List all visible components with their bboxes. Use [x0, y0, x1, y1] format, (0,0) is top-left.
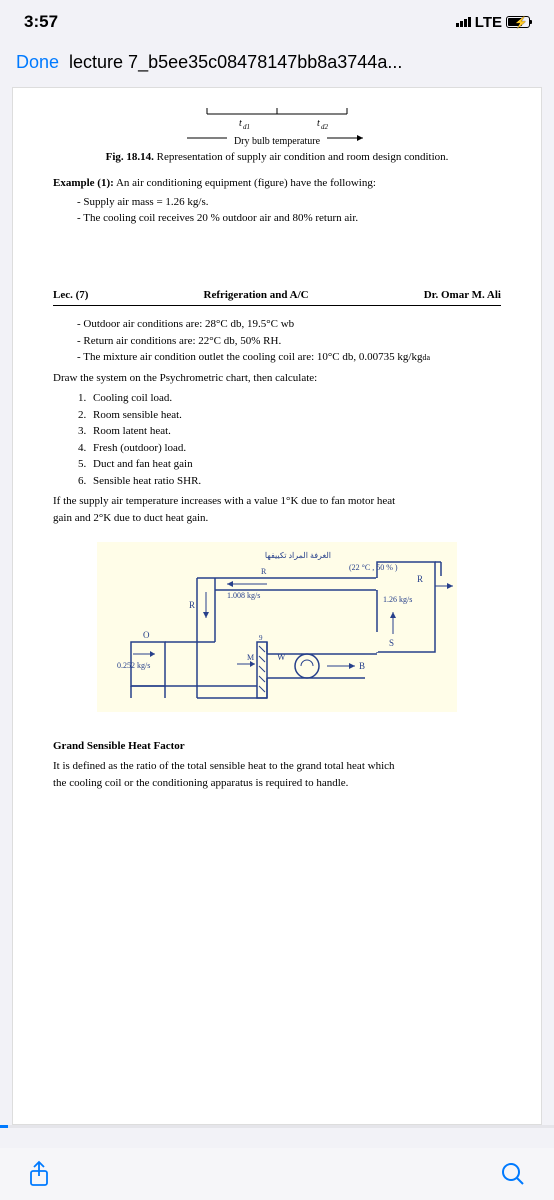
list-item: The cooling coil receives 20 % outdoor a… — [77, 210, 501, 227]
example-rest: An air conditioning equipment (figure) h… — [114, 177, 376, 189]
O-label: O — [143, 630, 150, 640]
list-item: Room latent heat. — [89, 423, 501, 440]
svg-text:B: B — [359, 661, 365, 671]
bottom-toolbar — [0, 1148, 554, 1200]
svg-text:t: t — [239, 118, 242, 129]
O-flow: 0.252 kg/s — [117, 661, 150, 670]
fig-caption: Fig. 18.14. Representation of supply air… — [53, 149, 501, 166]
lec-right: Dr. Omar M. Ali — [424, 287, 501, 304]
schematic-figure: O 0.252 kg/s R R 1.008 kg/s — [53, 542, 501, 718]
list-item: Outdoor air conditions are: 28°C db, 19.… — [77, 316, 501, 333]
axis-label-text: Dry bulb temperature — [53, 134, 501, 149]
calc-list: Cooling coil load. Room sensible heat. R… — [53, 390, 501, 489]
lec-left: Lec. (7) — [53, 287, 88, 304]
svg-text:9: 9 — [259, 634, 263, 642]
schematic-svg: O 0.252 kg/s R R 1.008 kg/s — [97, 542, 457, 712]
example-1-list: Supply air mass = 1.26 kg/s. The cooling… — [53, 194, 501, 227]
status-right: LTE ⚡ — [456, 14, 530, 31]
svg-text:M: M — [247, 653, 254, 662]
list-item: Cooling coil load. — [89, 390, 501, 407]
lecture-header: Lec. (7) Refrigeration and A/C Dr. Omar … — [53, 287, 501, 307]
list-item: Return air conditions are: 22°C db, 50% … — [77, 333, 501, 350]
status-bar: 3:57 LTE ⚡ — [0, 0, 554, 44]
room-arabic: الغرفة المراد تكييفها — [265, 551, 331, 560]
list-item: Duct and fan heat gain — [89, 456, 501, 473]
example-1-head: Example (1): An air conditioning equipme… — [53, 175, 501, 192]
list-item: Fresh (outdoor) load. — [89, 440, 501, 457]
svg-text:R: R — [189, 600, 195, 610]
gshf-heading: Grand Sensible Heat Factor — [53, 738, 501, 755]
R-flow: 1.008 kg/s — [227, 591, 260, 600]
room-cond: (22 °C , 50 % ) — [349, 563, 398, 572]
supply-note-1: If the supply air temperature increases … — [53, 493, 501, 510]
nav-bar: Done lecture 7_b5ee35c08478147bb8a3744a.… — [0, 44, 554, 87]
carrier-label: LTE — [475, 14, 502, 31]
svg-text:R: R — [417, 574, 423, 584]
svg-text:S: S — [389, 638, 394, 648]
conditions-list: Outdoor air conditions are: 28°C db, 19.… — [53, 316, 501, 366]
battery-icon: ⚡ — [506, 16, 530, 28]
cond-3-text: The mixture air condition outlet the coo… — [83, 351, 422, 363]
status-time: 3:57 — [24, 12, 58, 32]
fig-caption-bold: Fig. 18.14. — [106, 151, 154, 163]
list-item: The mixture air condition outlet the coo… — [77, 349, 501, 366]
done-button[interactable]: Done — [16, 52, 59, 73]
list-item: Sensible heat ratio SHR. — [89, 473, 501, 490]
share-button[interactable] — [28, 1160, 50, 1188]
cond-3-sub: da — [422, 353, 430, 362]
svg-text:d1: d1 — [243, 123, 250, 131]
svg-text:d2: d2 — [321, 123, 329, 131]
list-item: Room sensible heat. — [89, 407, 501, 424]
list-item: Supply air mass = 1.26 kg/s. — [77, 194, 501, 211]
lec-center: Refrigeration and A/C — [88, 287, 423, 304]
supply-flow: 1.26 kg/s — [383, 595, 412, 604]
figure-18-14: t d1 t d2 Dry bulb temperature Fig. 18.1… — [53, 102, 501, 165]
signal-icon — [456, 17, 471, 27]
document-title: lecture 7_b5ee35c08478147bb8a3744a... — [69, 52, 538, 73]
supply-note-2: gain and 2°K due to duct heat gain. — [53, 510, 501, 527]
draw-line: Draw the system on the Psychrometric cha… — [53, 370, 501, 387]
gshf-body-2: the cooling coil or the conditioning app… — [53, 775, 501, 792]
svg-text:R: R — [261, 567, 267, 576]
svg-text:t: t — [317, 118, 320, 129]
gshf-body-1: It is defined as the ratio of the total … — [53, 758, 501, 775]
search-button[interactable] — [500, 1161, 526, 1187]
scroll-progress — [0, 1125, 554, 1128]
example-bold: Example (1): — [53, 177, 114, 189]
document-page: t d1 t d2 Dry bulb temperature Fig. 18.1… — [12, 87, 542, 1125]
fig-caption-rest: Representation of supply air condition a… — [154, 151, 449, 163]
